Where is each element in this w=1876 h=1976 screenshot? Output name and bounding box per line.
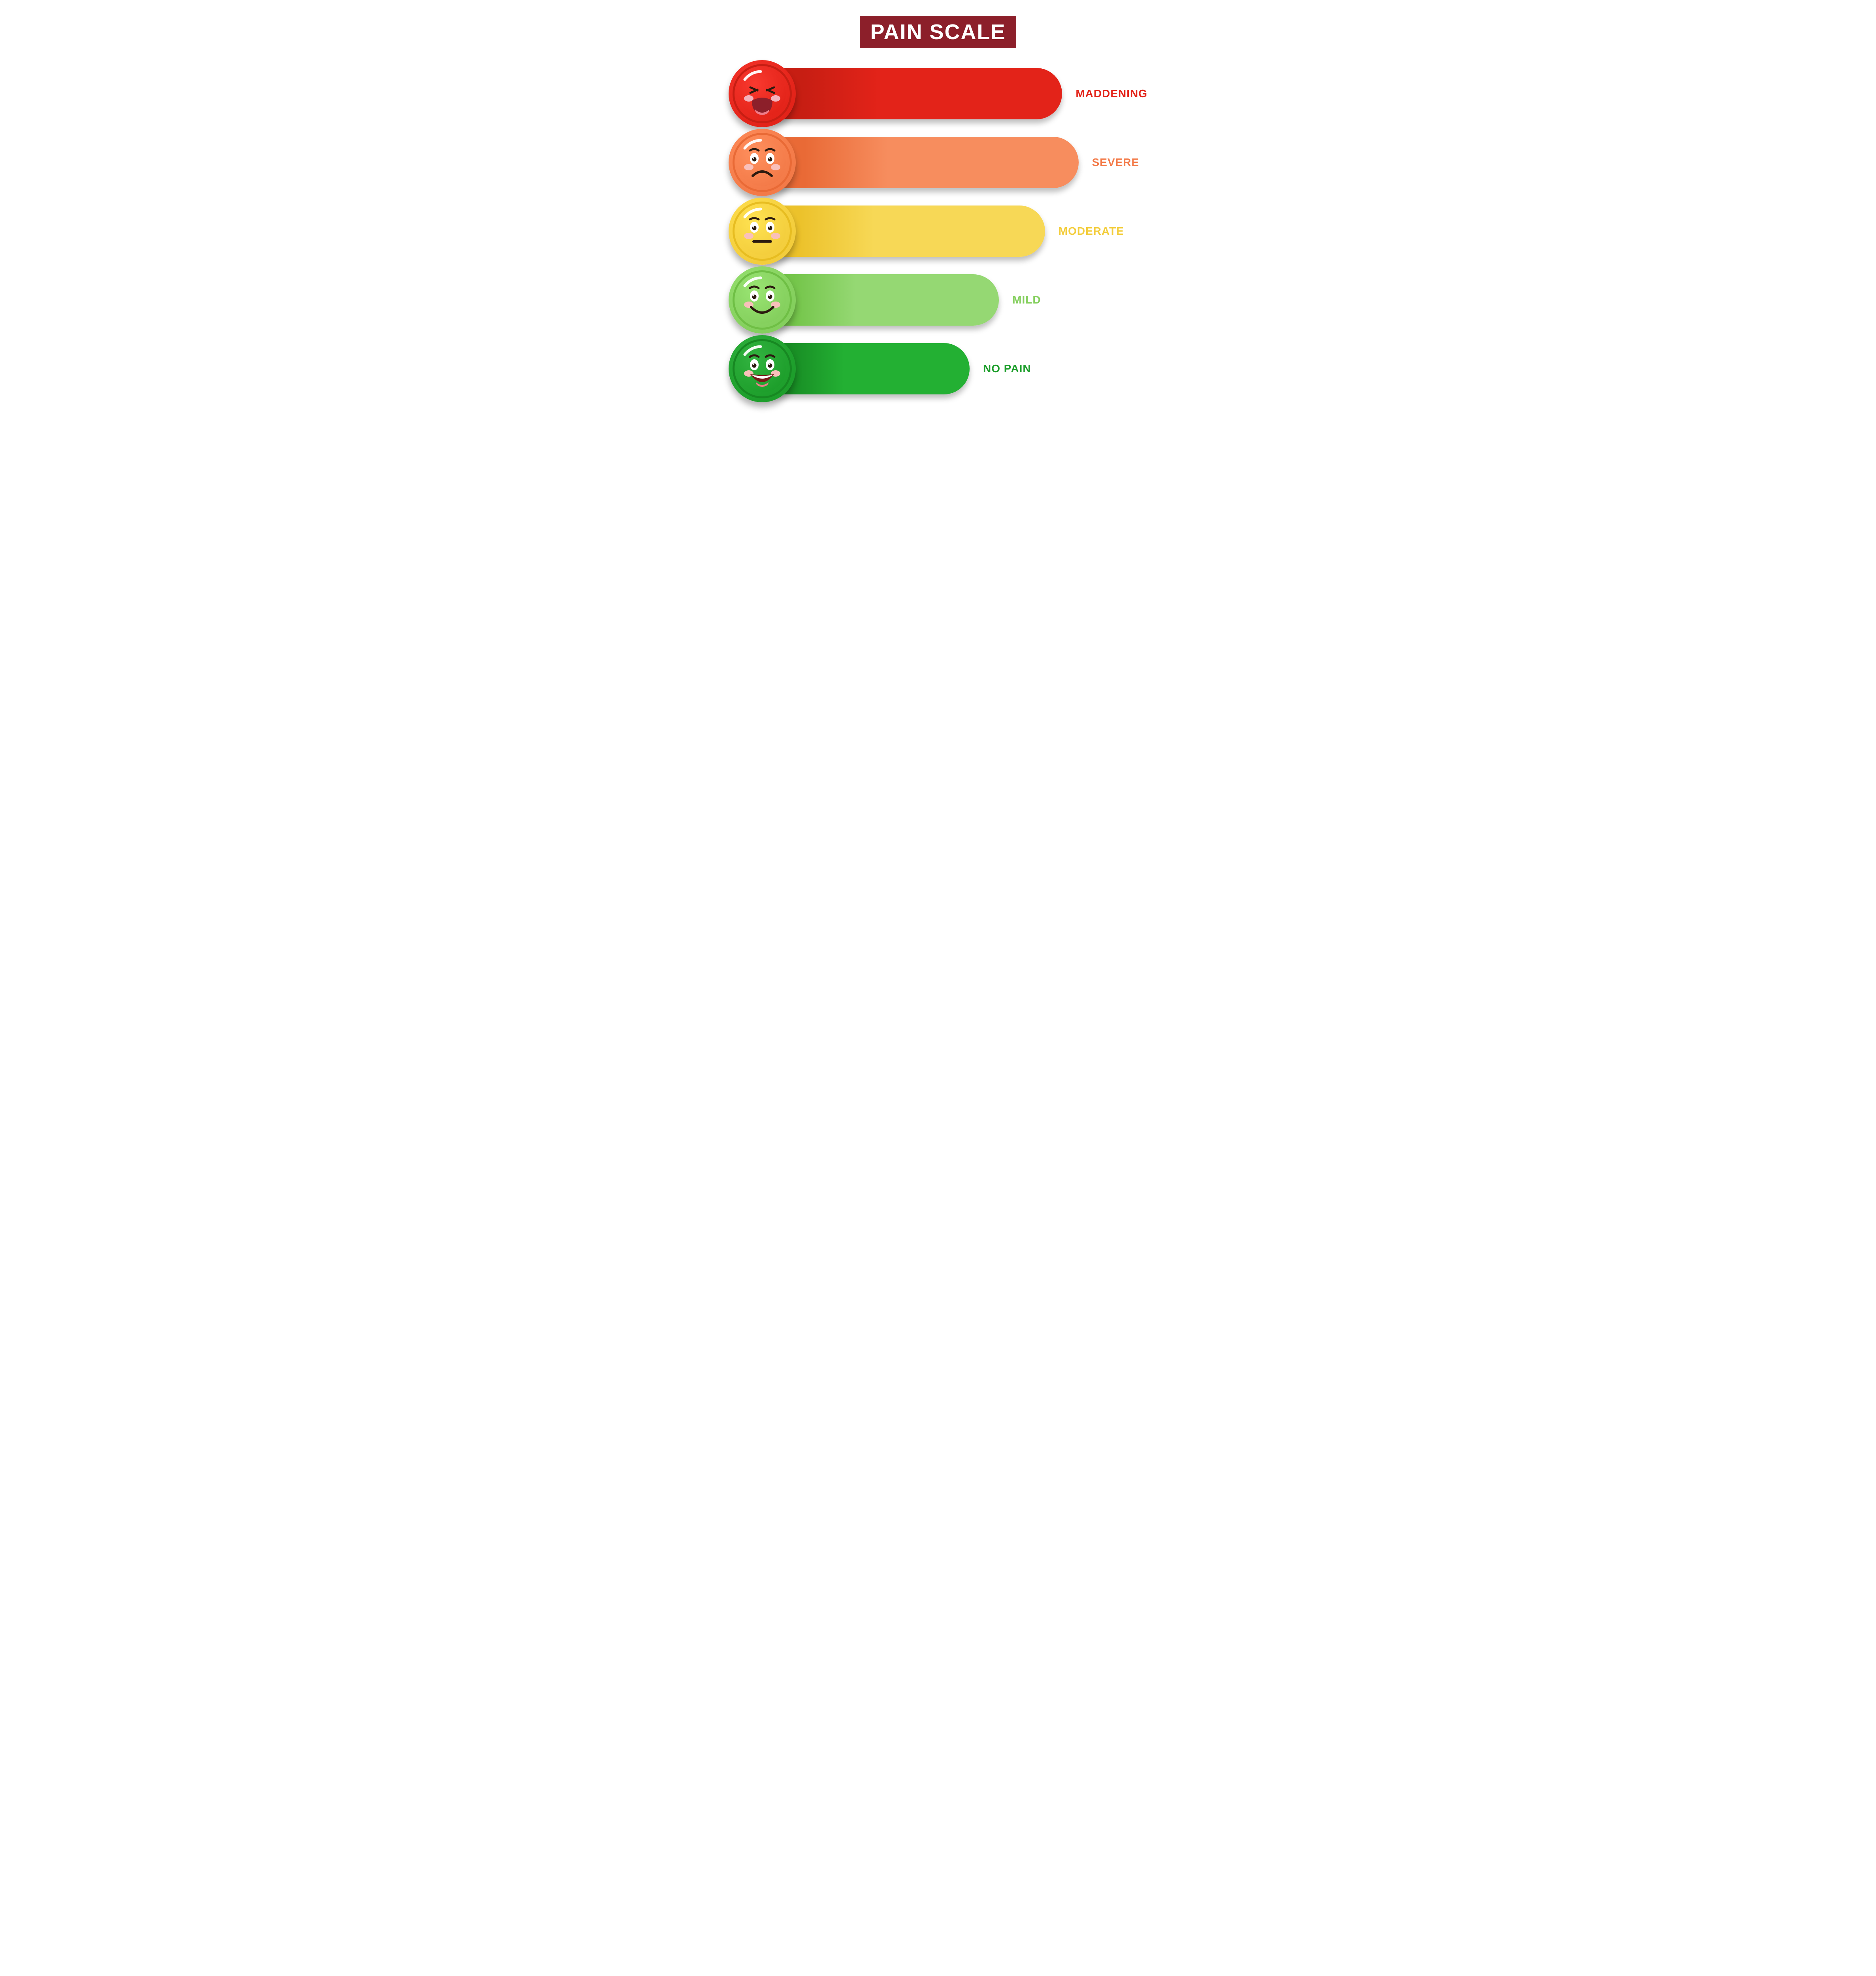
level-label: MODERATE xyxy=(1059,225,1124,238)
face-moderate-icon xyxy=(729,198,796,265)
face-nopain-icon xyxy=(729,335,796,402)
level-label: NO PAIN xyxy=(983,362,1031,375)
title: PAIN SCALE xyxy=(860,16,1016,48)
level-row-severe: SEVERE xyxy=(729,137,1147,188)
face-severe-icon xyxy=(729,129,796,196)
pain-scale-infographic: PAIN SCALE MADDENING SEVERE MODERATE MILD NO… xyxy=(729,16,1147,1960)
level-label: SEVERE xyxy=(1092,156,1140,169)
level-bar xyxy=(760,137,1079,188)
level-label: MADDENING xyxy=(1075,87,1147,100)
level-bar xyxy=(760,68,1062,119)
face-mild-icon xyxy=(729,266,796,334)
face-maddening-icon xyxy=(729,60,796,127)
level-bar xyxy=(760,274,999,326)
level-row-mild: MILD xyxy=(729,274,1147,326)
level-row-moderate: MODERATE xyxy=(729,206,1147,257)
level-row-nopain: NO PAIN xyxy=(729,343,1147,394)
level-label: MILD xyxy=(1012,294,1041,306)
level-row-maddening: MADDENING xyxy=(729,68,1147,119)
level-bar xyxy=(760,206,1045,257)
levels-container: MADDENING SEVERE MODERATE MILD NO PAIN xyxy=(729,68,1147,394)
